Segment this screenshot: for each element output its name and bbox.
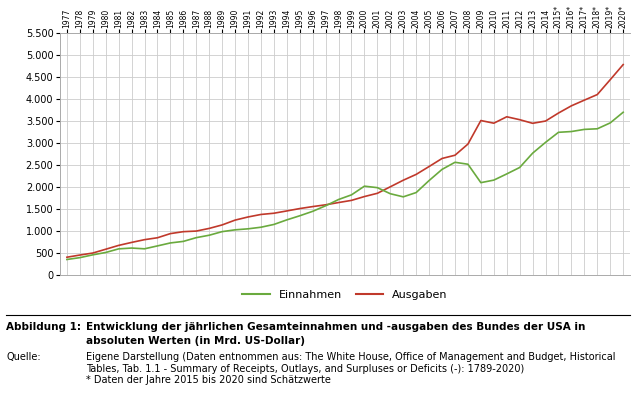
Text: Tables, Tab. 1.1 - Summary of Receipts, Outlays, and Surpluses or Deficits (-): : Tables, Tab. 1.1 - Summary of Receipts, …	[86, 364, 524, 374]
Text: * Daten der Jahre 2015 bis 2020 sind Schätzwerte: * Daten der Jahre 2015 bis 2020 sind Sch…	[86, 375, 331, 385]
Text: Quelle:: Quelle:	[6, 352, 41, 362]
Text: Eigene Darstellung (Daten entnommen aus: The White House, Office of Management a: Eigene Darstellung (Daten entnommen aus:…	[86, 352, 616, 362]
Legend: Einnahmen, Ausgaben: Einnahmen, Ausgaben	[238, 286, 452, 304]
Text: absoluten Werten (in Mrd. US-Dollar): absoluten Werten (in Mrd. US-Dollar)	[86, 336, 305, 346]
Text: Abbildung 1:: Abbildung 1:	[6, 322, 81, 332]
Text: Entwicklung der jährlichen Gesamteinnahmen und -ausgaben des Bundes der USA in: Entwicklung der jährlichen Gesamteinnahm…	[86, 322, 585, 332]
